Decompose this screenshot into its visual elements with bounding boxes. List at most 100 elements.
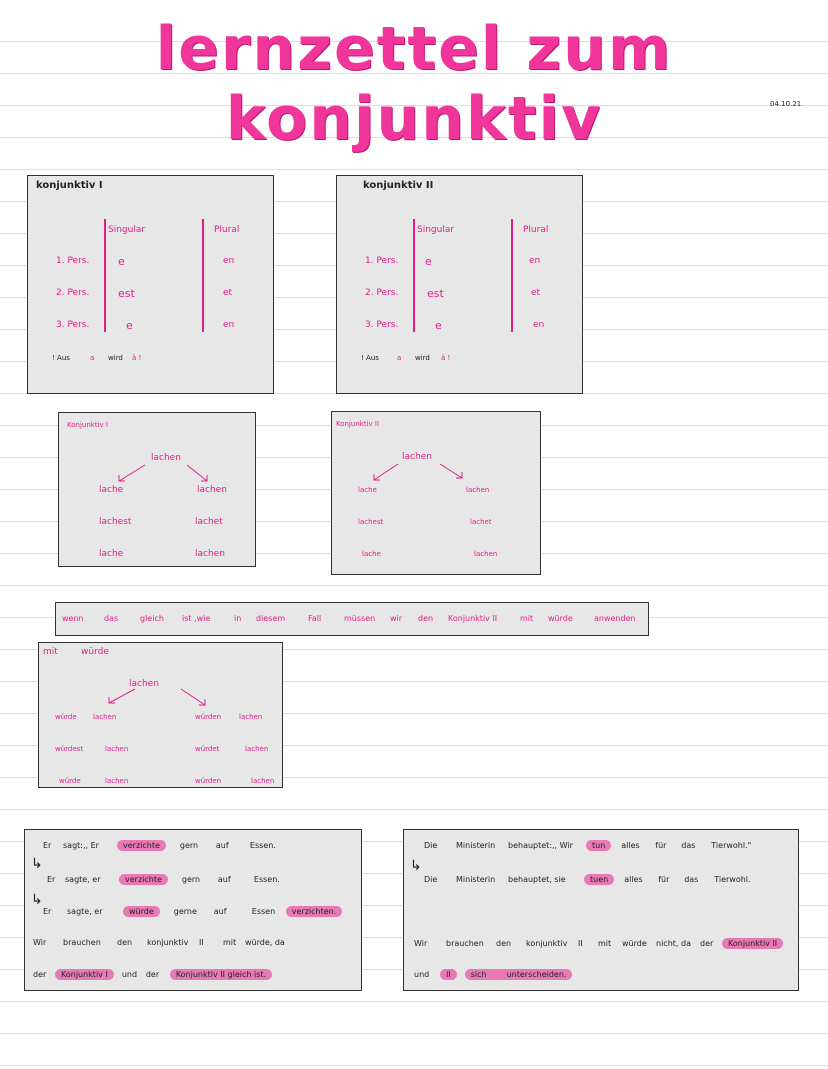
infinitive: lachen	[245, 745, 269, 753]
person-label: 1. Pers.	[56, 256, 90, 266]
highlighted-word: Konjunktiv I	[55, 969, 114, 980]
k2-table-heading: konjunktiv II	[363, 180, 434, 191]
word: für	[658, 875, 670, 884]
word: konjunktiv	[147, 938, 189, 947]
conjugation-right: lachet	[470, 518, 492, 526]
word: Wir	[414, 939, 428, 948]
word: auf	[213, 907, 227, 916]
divider	[413, 219, 415, 332]
word: sagt:,, Er	[63, 841, 99, 850]
arrow-icon	[373, 463, 463, 481]
rule-word: wir	[390, 614, 403, 623]
word: mit	[598, 939, 612, 948]
conjugation-right: lachen	[195, 549, 225, 559]
sentence-line: Wir brauchen den konjunktiv II mit würde, da	[33, 938, 285, 947]
rule-word: müssen	[344, 614, 376, 623]
rule-word: würde	[548, 614, 573, 623]
sentence-line: Er sagte, er verzichte gern auf Essen.	[47, 874, 280, 885]
word: der	[145, 970, 160, 979]
singular-ending: e	[425, 255, 432, 268]
word: der	[33, 970, 47, 979]
sentence-line: Er sagt:,, Er verzichte gern auf Essen.	[43, 840, 276, 851]
sentences-left-card: Er sagt:,, Er verzichte gern auf Essen. ↳ Er s…	[24, 829, 362, 991]
wuerde-form: würde	[59, 777, 81, 785]
singular-ending: e	[118, 255, 125, 268]
wuerde-form: würdest	[55, 745, 84, 753]
k2-table-card: konjunktiv II Singular Plural 1. Pers. e…	[336, 175, 583, 394]
word: mit	[223, 938, 237, 947]
k2-example-card: Konjunktiv II lachen lache lachen laches…	[331, 411, 541, 575]
wuerde-form: würden	[195, 713, 222, 721]
k1-example-card: Konjunktiv I lachen lache lachen lachest…	[58, 412, 256, 567]
k1-table-heading: konjunktiv I	[36, 180, 103, 191]
divider	[511, 219, 513, 332]
word: alles	[624, 875, 643, 884]
word: der	[700, 939, 714, 948]
conjugation-right: lachen	[474, 550, 498, 558]
note-text: ! Aus	[52, 354, 70, 362]
highlighted-word: tun	[586, 840, 612, 851]
word: Ministerin	[456, 875, 496, 884]
arrow-down-right-icon: ↳	[31, 856, 43, 872]
rule-word: ist ,wie	[182, 614, 211, 623]
singular-ending: e	[435, 319, 442, 332]
word: das	[684, 875, 699, 884]
sentence-line: Wir brauchen den konjunktiv II mit würde nicht,…	[414, 938, 784, 949]
note-text: wird	[108, 354, 123, 362]
wuerde-form: würde	[55, 713, 77, 721]
sentence-line: Die Ministerin behauptet, sie tuen alles für d…	[424, 874, 751, 885]
conjugation-left: lache	[362, 550, 381, 558]
rule-word: gleich	[140, 614, 164, 623]
note-text: a	[397, 354, 402, 362]
highlighted-word: tuen	[584, 874, 615, 885]
person-label: 2. Pers.	[56, 288, 90, 298]
word: und	[121, 970, 138, 979]
word: auf	[217, 875, 231, 884]
highlighted-word: verzichte	[117, 840, 166, 851]
word: Er	[47, 875, 56, 884]
word: Tierwohl."	[711, 841, 752, 850]
infinitive: lachen	[93, 713, 117, 721]
word: Die	[424, 841, 438, 850]
conjugation-left: lache	[99, 549, 124, 559]
rule-word: Konjunktiv II	[448, 614, 498, 623]
word: Ministerin	[456, 841, 496, 850]
arrow-down-right-icon: ↳	[410, 858, 422, 874]
word: Essen	[251, 907, 276, 916]
word: Tierwohl.	[714, 875, 751, 884]
word: gerne	[173, 907, 197, 916]
sentence-line: und II sich unterscheiden.	[414, 969, 573, 980]
word: konjunktiv	[526, 939, 568, 948]
wuerde-heading-a: mit	[43, 647, 58, 657]
word: Wir	[33, 938, 47, 947]
singular-ending: est	[427, 287, 444, 300]
word: auf	[215, 841, 229, 850]
rule-word: den	[418, 614, 434, 623]
word: II	[578, 939, 583, 948]
word: II	[199, 938, 204, 947]
word: würde	[622, 939, 647, 948]
divider	[202, 219, 204, 332]
plural-ending: en	[223, 256, 235, 266]
word: behauptet, sie	[508, 875, 566, 884]
rule-word: Fall	[308, 614, 322, 623]
rule-word: diesem	[256, 614, 286, 623]
k2-example-heading: Konjunktiv II	[336, 420, 380, 428]
word: alles	[621, 841, 640, 850]
sentences-right-card: Die Ministerin behauptet:,, Wir tun alles für…	[403, 829, 799, 991]
conjugation-left: lachest	[99, 517, 132, 527]
plural-ending: en	[529, 256, 541, 266]
highlighted-word: Konjunktiv II gleich ist.	[169, 969, 273, 980]
word: sagte, er	[67, 907, 103, 916]
conjugation-right: lachen	[466, 486, 490, 494]
word: sagte, er	[65, 875, 101, 884]
word: Essen.	[253, 875, 280, 884]
wuerde-heading-b: würde	[81, 647, 109, 657]
person-label: 3. Pers.	[56, 320, 90, 330]
word: Die	[424, 875, 438, 884]
verb-label: lachen	[151, 453, 181, 463]
wuerde-example-card: mit würde lachen würde lachen würden lac…	[38, 642, 283, 788]
word: gern	[181, 875, 201, 884]
rule-word: mit	[520, 614, 534, 623]
